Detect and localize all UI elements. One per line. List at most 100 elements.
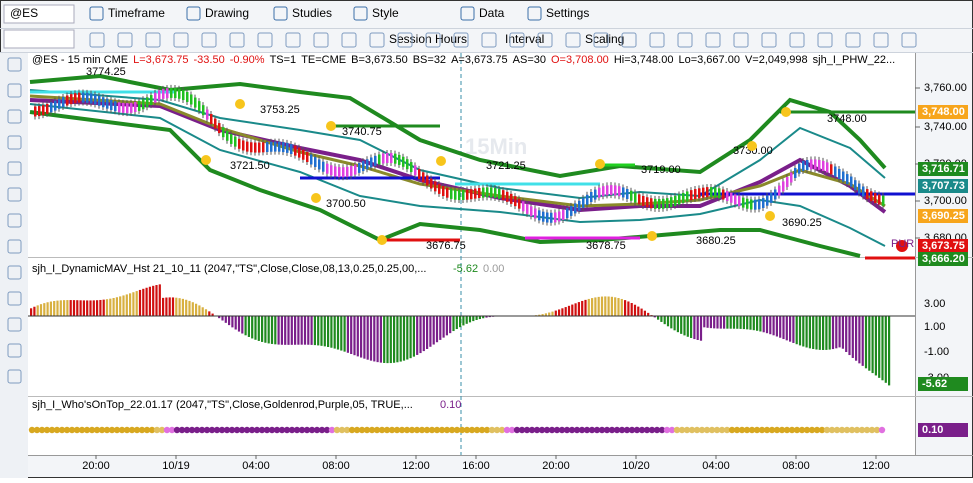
- candle-body: [406, 159, 409, 169]
- hist-bar: [386, 316, 388, 363]
- hist-bar: [182, 299, 184, 316]
- candle-body: [338, 167, 341, 177]
- candle-body: [638, 194, 641, 204]
- hist-bar: [799, 316, 801, 345]
- candle-body: [470, 189, 473, 199]
- hist-bar: [367, 316, 369, 360]
- mav-value: 0.00: [483, 263, 504, 275]
- hist-bar: [271, 316, 273, 344]
- candle-body: [574, 203, 577, 213]
- hist-bar: [248, 316, 250, 337]
- candle-body: [410, 162, 413, 172]
- hist-bar: [862, 316, 864, 366]
- hist-bar: [743, 316, 745, 329]
- candle-body: [362, 161, 365, 171]
- candle-body: [446, 188, 449, 198]
- candle-body: [670, 197, 673, 207]
- hist-bar: [155, 285, 157, 316]
- candle-body: [394, 154, 397, 164]
- hist-bar: [185, 300, 187, 316]
- candle-body: [590, 192, 593, 202]
- time-label: 20:00: [542, 460, 570, 472]
- pivot-dot: [235, 99, 245, 109]
- candle-body: [618, 186, 621, 196]
- hist-bar: [624, 300, 626, 316]
- header-field: AS=30: [513, 54, 546, 66]
- menu-item[interactable]: Settings: [546, 6, 589, 20]
- watermark: 15Min: [465, 134, 527, 159]
- candle-body: [514, 196, 517, 206]
- hist-bar: [806, 316, 808, 347]
- hist-bar: [393, 316, 395, 363]
- header-field: -0.90%: [230, 54, 265, 66]
- menu-item[interactable]: Studies: [292, 6, 332, 20]
- candle-body: [50, 102, 53, 112]
- candle-body: [142, 99, 145, 109]
- price-tag-label: 3,748.00: [922, 106, 965, 118]
- mav-axis-label: -1.00: [924, 346, 949, 358]
- candle-body: [106, 99, 109, 109]
- toolbar-item[interactable]: Scaling: [585, 32, 624, 46]
- header-field: -33.50: [194, 54, 225, 66]
- hist-bar: [122, 295, 124, 316]
- candle-body: [146, 97, 149, 107]
- candle-body: [874, 193, 877, 203]
- hist-bar: [796, 316, 798, 344]
- candle-body: [222, 127, 225, 137]
- hist-bar: [598, 297, 600, 316]
- hist-bar: [86, 300, 88, 316]
- hist-bar: [281, 316, 283, 345]
- candle-body: [726, 191, 729, 201]
- top-tag-label: 0.10: [922, 424, 943, 436]
- hist-bar: [106, 299, 108, 316]
- top-header: sjh_I_Who'sOnTop_22.01.17 (2047,"TS",Clo…: [32, 399, 413, 411]
- candle-body: [66, 95, 69, 105]
- time-label: 08:00: [322, 460, 350, 472]
- candle-body: [162, 89, 165, 99]
- candle-body: [678, 194, 681, 204]
- candle-body: [754, 200, 757, 210]
- menu-item[interactable]: Drawing: [205, 6, 249, 20]
- hist-bar: [40, 304, 42, 316]
- hist-bar: [459, 316, 461, 327]
- hist-bar: [769, 316, 771, 334]
- hist-bar: [195, 304, 197, 316]
- hist-bar: [278, 316, 280, 345]
- hist-bar: [571, 305, 573, 316]
- candle-body: [858, 184, 861, 194]
- hist-bar: [730, 316, 732, 329]
- hist-bar: [268, 316, 270, 343]
- candle-body: [770, 193, 773, 203]
- menu-item[interactable]: Style: [372, 6, 399, 20]
- input-box[interactable]: [4, 30, 74, 48]
- hist-bar: [707, 316, 709, 328]
- candle-body: [834, 167, 837, 177]
- candle-body: [202, 105, 205, 115]
- hist-bar: [792, 316, 794, 343]
- hist-bar: [380, 316, 382, 363]
- mav-axis-label: 1.00: [924, 321, 945, 333]
- hist-bar: [63, 300, 65, 316]
- candle-body: [546, 213, 549, 223]
- candle-body: [342, 167, 345, 177]
- hist-bar: [119, 296, 121, 316]
- candle-body: [206, 110, 209, 120]
- hist-bar: [733, 316, 735, 329]
- candle-body: [610, 185, 613, 195]
- candle-body: [374, 156, 377, 166]
- candle-body: [826, 162, 829, 172]
- candle-body: [434, 181, 437, 191]
- candle-body: [138, 101, 141, 111]
- candle-body: [758, 199, 761, 209]
- toolbar-item[interactable]: Session Hours: [389, 32, 467, 46]
- candle-body: [254, 143, 257, 153]
- candle-body: [570, 206, 573, 216]
- candle-body: [462, 190, 465, 200]
- menu-item[interactable]: Timeframe: [108, 6, 165, 20]
- hist-bar: [373, 316, 375, 361]
- menu-item[interactable]: Data: [479, 6, 505, 20]
- hist-bar: [753, 316, 755, 330]
- hist-bar: [413, 316, 415, 357]
- candle-body: [766, 196, 769, 206]
- hist-bar: [677, 316, 679, 332]
